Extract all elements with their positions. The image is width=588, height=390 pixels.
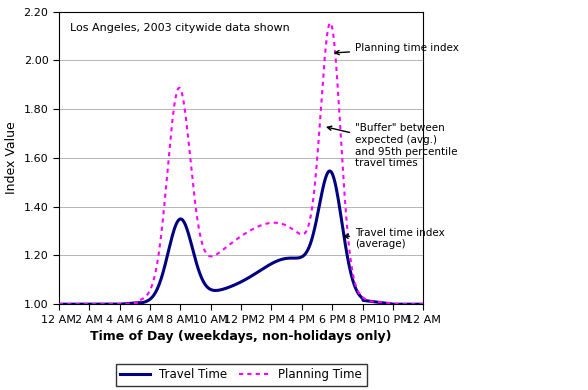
Y-axis label: Index Value: Index Value	[5, 122, 18, 194]
Text: Travel time index
(average): Travel time index (average)	[344, 228, 445, 249]
Text: Planning time index: Planning time index	[335, 43, 459, 55]
Text: Los Angeles, 2003 citywide data shown: Los Angeles, 2003 citywide data shown	[70, 23, 289, 34]
X-axis label: Time of Day (weekdays, non-holidays only): Time of Day (weekdays, non-holidays only…	[91, 330, 392, 343]
Legend: Travel Time, Planning Time: Travel Time, Planning Time	[116, 363, 366, 386]
Text: "Buffer" between
expected (avg.)
and 95th percentile
travel times: "Buffer" between expected (avg.) and 95t…	[328, 123, 457, 168]
